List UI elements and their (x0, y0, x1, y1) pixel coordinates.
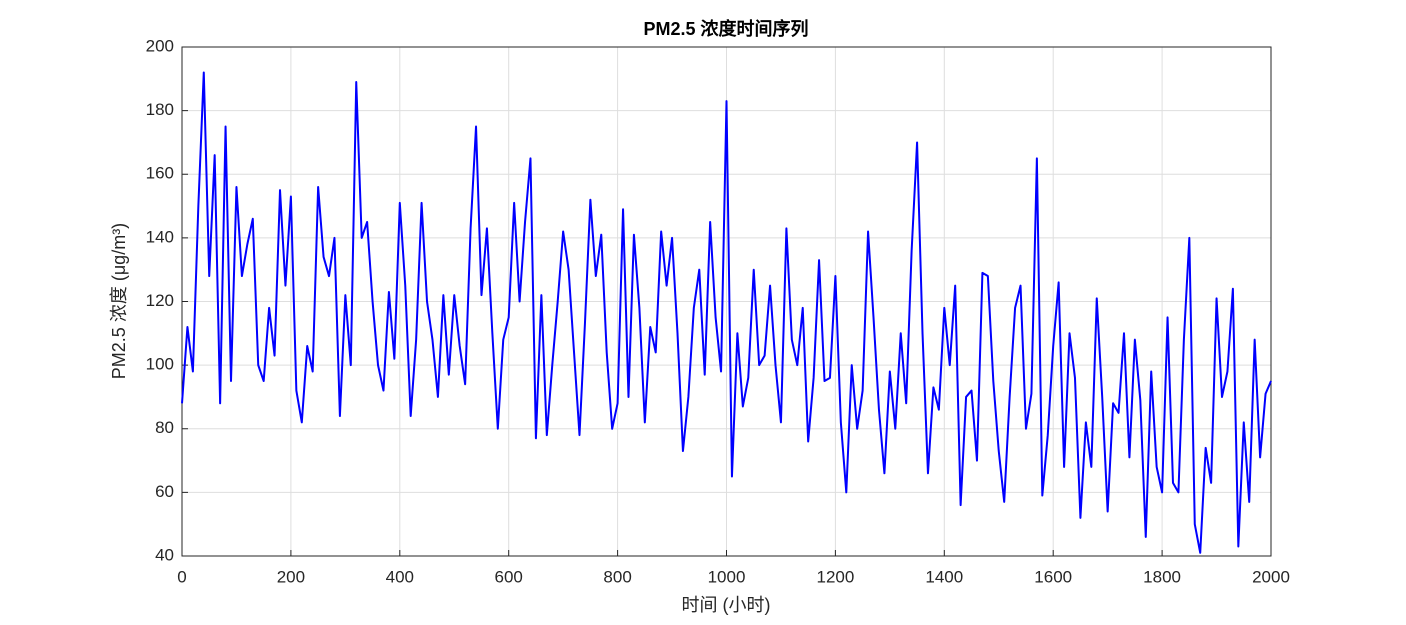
x-axis-label: 时间 (小时) (682, 595, 771, 615)
x-tick-label: 0 (177, 567, 186, 586)
x-tick-label: 800 (603, 567, 631, 586)
x-tick-label: 1400 (925, 567, 963, 586)
x-tick-label: 1600 (1034, 567, 1072, 586)
x-tick-label: 600 (495, 567, 523, 586)
chart-title: PM2.5 浓度时间序列 (643, 18, 808, 39)
y-tick-label: 140 (146, 227, 174, 246)
y-tick-label: 60 (155, 482, 174, 501)
y-tick-label: 200 (146, 36, 174, 55)
x-tick-label: 200 (277, 567, 305, 586)
x-tick-label: 1800 (1143, 567, 1181, 586)
y-axis-label: PM2.5 浓度 (μg/m³) (109, 223, 129, 379)
x-tick-label: 2000 (1252, 567, 1290, 586)
data-line (181, 71, 1272, 554)
y-tick-label: 80 (155, 418, 174, 437)
x-tick-label: 1000 (708, 567, 746, 586)
y-tick-label: 180 (146, 100, 174, 119)
y-tick-label: 40 (155, 545, 174, 564)
y-tick-label: 120 (146, 291, 174, 310)
plot-frame (181, 46, 1272, 557)
y-tick-label: 160 (146, 164, 174, 183)
x-tick-label: 1200 (816, 567, 854, 586)
y-tick-label: 100 (146, 355, 174, 374)
x-tick-label: 400 (386, 567, 414, 586)
